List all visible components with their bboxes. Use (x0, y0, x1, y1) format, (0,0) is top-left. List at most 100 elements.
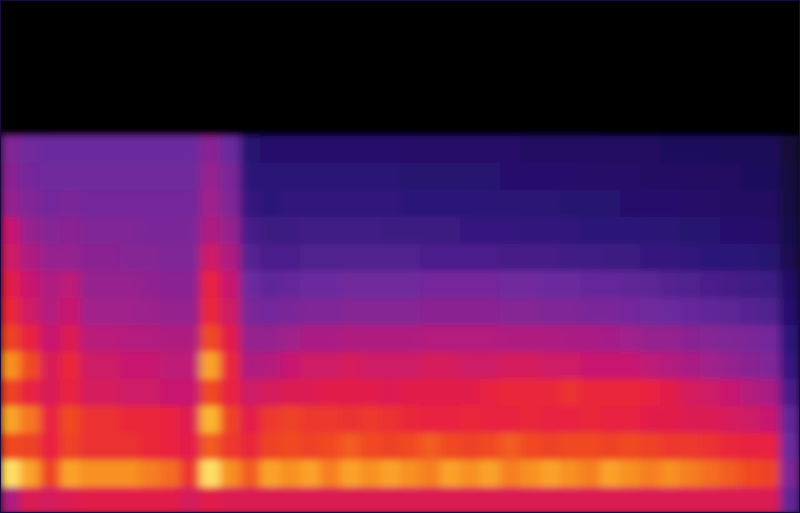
cell (300, 378, 321, 406)
cell (520, 162, 541, 190)
cell (380, 27, 401, 55)
cell (340, 351, 361, 379)
cell (680, 270, 701, 298)
cell (480, 0, 501, 28)
cell (100, 189, 121, 217)
cell (440, 27, 461, 55)
cell (300, 27, 321, 55)
cell (700, 297, 721, 325)
background (0, 0, 800, 513)
cell (280, 405, 301, 433)
cell (760, 297, 781, 325)
cell (640, 135, 661, 163)
cell (320, 135, 341, 163)
cell (360, 459, 381, 487)
cell (380, 81, 401, 109)
cell (80, 81, 101, 109)
cell (600, 108, 621, 136)
cell (700, 324, 721, 352)
cell (760, 378, 781, 406)
cell (0, 270, 21, 298)
cell (480, 216, 501, 244)
cell (720, 0, 741, 28)
cell (600, 351, 621, 379)
cell (120, 432, 141, 460)
cell (140, 378, 161, 406)
cell (740, 270, 761, 298)
cell (300, 108, 321, 136)
cell (720, 81, 741, 109)
cell (780, 378, 800, 406)
cell (320, 81, 341, 109)
cell (700, 459, 721, 487)
cell (680, 324, 701, 352)
cell (320, 162, 341, 190)
cell (780, 0, 800, 28)
cell (460, 135, 481, 163)
cell (40, 243, 61, 271)
cell (220, 459, 241, 487)
cell (580, 324, 601, 352)
cell (320, 108, 341, 136)
cell (720, 459, 741, 487)
cell (420, 0, 441, 28)
cell (360, 297, 381, 325)
cell (300, 324, 321, 352)
cell (300, 486, 321, 513)
cell (240, 270, 261, 298)
cell (80, 135, 101, 163)
cell (20, 270, 41, 298)
cell (640, 243, 661, 271)
cell (520, 243, 541, 271)
cell (360, 243, 381, 271)
cell (200, 189, 221, 217)
cell (20, 486, 41, 513)
cell (760, 459, 781, 487)
cell (260, 405, 281, 433)
cell (180, 243, 201, 271)
cell (460, 27, 481, 55)
cell (600, 324, 621, 352)
cell (460, 459, 481, 487)
cell (380, 378, 401, 406)
cell (420, 351, 441, 379)
cell (200, 162, 221, 190)
cell (600, 297, 621, 325)
cell (0, 54, 21, 82)
cell (720, 432, 741, 460)
cell (480, 486, 501, 513)
cell (760, 432, 781, 460)
cell (660, 405, 681, 433)
cell (720, 216, 741, 244)
cell (0, 189, 21, 217)
cell (720, 405, 741, 433)
cell (340, 81, 361, 109)
cell (200, 81, 221, 109)
cell (620, 135, 641, 163)
cell (740, 0, 761, 28)
cell (60, 405, 81, 433)
cell (460, 432, 481, 460)
cell (260, 378, 281, 406)
cell (520, 270, 541, 298)
cell (700, 270, 721, 298)
cell (340, 459, 361, 487)
cell (180, 351, 201, 379)
cell (320, 27, 341, 55)
cell (140, 81, 161, 109)
cell (420, 378, 441, 406)
cell (160, 162, 181, 190)
cell (260, 135, 281, 163)
cell (280, 54, 301, 82)
cell (580, 0, 601, 28)
cell (140, 297, 161, 325)
cell (480, 243, 501, 271)
cell (300, 459, 321, 487)
cell (440, 405, 461, 433)
cell (20, 405, 41, 433)
cell (40, 270, 61, 298)
cell (120, 324, 141, 352)
cell (160, 81, 181, 109)
cell (520, 108, 541, 136)
cell (80, 216, 101, 244)
